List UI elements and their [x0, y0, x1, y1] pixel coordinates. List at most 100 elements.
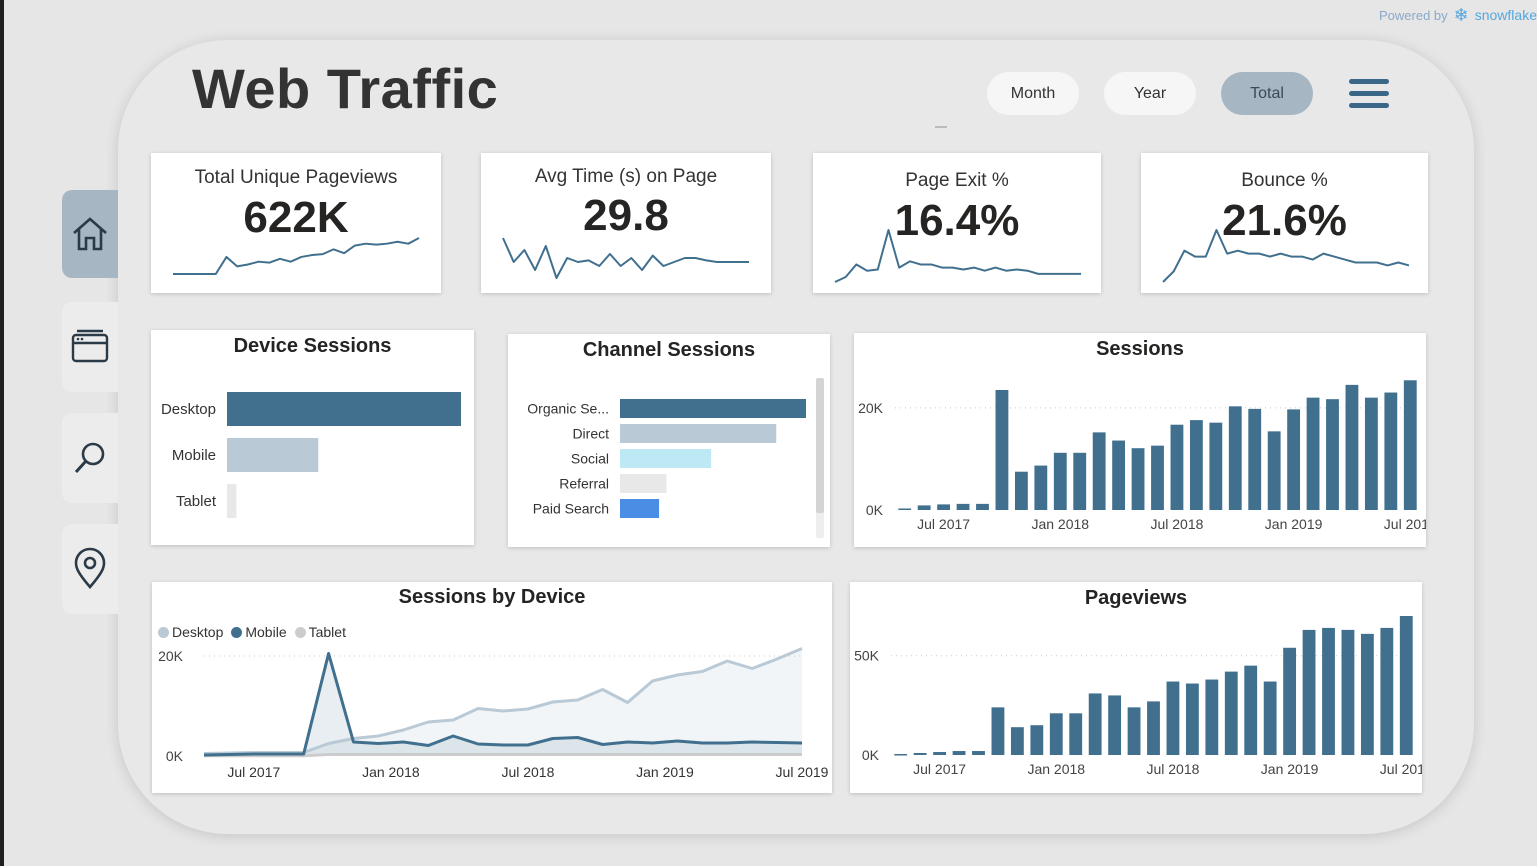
divider	[935, 126, 947, 128]
bar	[1326, 399, 1339, 510]
kpi-sparkline	[834, 229, 1081, 283]
legend-item-desktop[interactable]: Desktop	[158, 624, 223, 640]
kpi-label: Page Exit %	[905, 170, 1009, 191]
filter-year-button[interactable]: Year	[1104, 72, 1196, 115]
series-area	[204, 653, 802, 756]
bar	[1341, 629, 1355, 755]
brand-name: snowflake	[1474, 7, 1537, 23]
location-pin-icon	[74, 547, 106, 589]
bar	[937, 504, 951, 510]
chart-title: Device Sessions	[233, 335, 392, 357]
x-tick: Jul 2018	[1146, 761, 1199, 777]
channel-sessions-card: Channel Sessions Organic Se... Direct Soci…	[508, 334, 830, 547]
chart-title: Sessions	[1096, 338, 1184, 360]
filter-month-button[interactable]: Month	[987, 72, 1079, 115]
bar	[620, 449, 712, 468]
kpi-sparkline	[173, 237, 420, 275]
bar	[1287, 409, 1301, 510]
x-tick: Jul 2019	[776, 764, 829, 780]
bar	[1360, 633, 1374, 755]
bar-label: Organic Se...	[527, 401, 609, 417]
sparkline	[502, 237, 749, 279]
bar	[1014, 471, 1028, 510]
sessions-card: Sessions 0K 20K Jul 2017 Jan 2018 Jul 2018 Ja…	[854, 333, 1426, 547]
bar	[1403, 380, 1417, 510]
y-tick: 0K	[166, 748, 184, 764]
y-tick: 0K	[866, 502, 884, 518]
series-line	[204, 753, 802, 758]
kpi-value: 29.8	[583, 191, 669, 240]
chart-title: Channel Sessions	[582, 339, 756, 361]
bar	[620, 499, 660, 518]
kpi-value: 622K	[243, 193, 349, 242]
bar	[1147, 701, 1160, 755]
kpi-value: 21.6%	[1222, 196, 1347, 245]
window-edge	[0, 0, 4, 866]
bar	[1380, 627, 1394, 755]
bar	[1364, 397, 1378, 510]
x-tick: Jan 2019	[636, 764, 694, 780]
bar	[227, 484, 237, 518]
bar	[1185, 683, 1199, 755]
x-tick: Jan 2018	[1027, 761, 1085, 777]
kpi-card-unique-pageviews: Total Unique Pageviews 622K	[151, 153, 441, 293]
bar	[991, 707, 1005, 755]
channel-sessions-chart: Organic Se... Direct Social Referral Paid Se…	[527, 399, 806, 518]
bar	[1306, 397, 1320, 510]
device-sessions-card: Device Sessions Desktop Mobile Tablet	[151, 330, 474, 545]
home-icon	[73, 217, 107, 251]
bar	[913, 753, 927, 755]
bar	[972, 751, 985, 755]
filter-total-button[interactable]: Total	[1221, 72, 1313, 115]
bar	[1073, 452, 1087, 510]
bar	[1108, 695, 1122, 755]
bar	[1302, 629, 1316, 755]
sessions-chart: 0K 20K Jul 2017 Jan 2018 Jul 2018 Jan 2019 Jul…	[858, 380, 1426, 532]
nav-home[interactable]	[62, 190, 118, 278]
kpi-card-page-exit: Page Exit % 16.4%	[813, 153, 1101, 293]
bar	[1263, 681, 1277, 755]
bar-label: Paid Search	[533, 501, 609, 517]
bar	[1267, 431, 1281, 510]
bar	[1399, 616, 1413, 755]
bar	[1112, 440, 1126, 510]
bar	[1322, 627, 1335, 755]
bar	[894, 754, 908, 756]
y-tick: 20K	[858, 400, 884, 416]
legend-item-mobile[interactable]: Mobile	[231, 624, 287, 640]
kpi-card-avg-time: Avg Time (s) on Page 29.8	[481, 153, 771, 293]
bar	[1345, 384, 1359, 510]
powered-by-label: Powered by	[1378, 7, 1448, 23]
legend-item-tablet[interactable]: Tablet	[294, 624, 346, 640]
kpi-label: Avg Time (s) on Page	[534, 166, 718, 187]
nav-browser[interactable]	[62, 302, 118, 392]
kpi-label: Bounce %	[1241, 170, 1328, 191]
bar	[1049, 713, 1063, 755]
pageviews-card: Pageviews 0K 50K Jul 2017 Jan 2018 Jul 2018 J…	[850, 582, 1422, 793]
kpi-value: 16.4%	[894, 196, 1020, 245]
nav-search[interactable]	[62, 413, 118, 503]
browser-icon	[71, 329, 109, 363]
chart-title: Pageviews	[1084, 587, 1188, 609]
bar	[1088, 693, 1102, 755]
bar	[1030, 725, 1044, 755]
nav-location[interactable]	[62, 524, 118, 614]
series-line	[203, 652, 803, 757]
pageviews-chart: 0K 50K Jul 2017 Jan 2018 Jul 2018 Jan 2019 Jul…	[854, 616, 1422, 777]
x-tick: Jan 2019	[1265, 516, 1323, 532]
scrollbar-thumb[interactable]	[816, 378, 824, 513]
sparkline	[834, 229, 1081, 283]
menu-icon[interactable]	[1349, 79, 1389, 111]
bar	[620, 474, 667, 493]
bar	[1170, 424, 1184, 510]
bar	[620, 424, 777, 443]
bar	[1092, 432, 1106, 510]
x-tick: Jul 2017	[227, 764, 280, 780]
legend-label: Mobile	[245, 624, 287, 640]
bar-label: Tablet	[176, 493, 217, 510]
bar	[956, 503, 970, 510]
x-tick: Jul 2019	[1384, 516, 1426, 532]
bar	[952, 751, 966, 755]
bar	[1166, 681, 1180, 755]
x-tick: Jul 2018	[1150, 516, 1203, 532]
